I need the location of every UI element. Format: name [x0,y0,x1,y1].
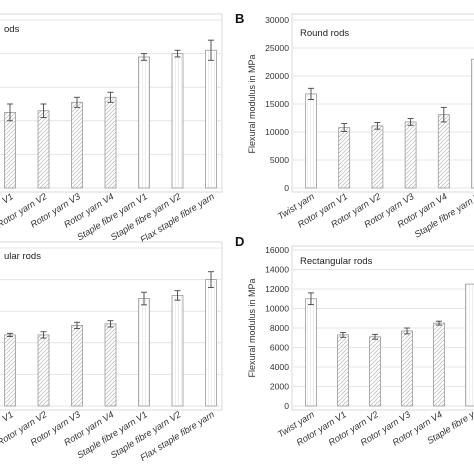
bar [369,336,381,407]
bar [404,121,417,189]
bar [4,112,16,189]
bar [37,334,50,407]
bar [305,298,317,407]
bar [371,125,384,189]
y-tick-label: 4000 [270,362,289,372]
bar [337,334,349,407]
bar [171,53,184,189]
y-tick-label: 30000 [265,15,289,25]
bar [205,279,217,407]
bar [401,330,413,407]
bar [437,114,450,189]
y-axis-label: Flexural modulus in MPa [247,278,257,377]
y-tick-label: 8000 [270,323,289,333]
x-tick-label: V1 [0,409,15,423]
y-tick-label: 6000 [270,343,289,353]
bar [433,322,445,407]
bar [305,93,317,189]
chart-title: Round rods [300,28,349,39]
y-tick-label: 12000 [265,284,289,294]
bar [104,96,117,189]
bar [138,298,150,407]
bar [4,334,16,407]
bar [71,101,83,189]
panel-letter: D [235,234,244,249]
y-tick-label: 10000 [265,127,289,137]
bar [338,127,351,189]
x-tick-label: V1 [0,191,15,205]
chart-title: ular rods [4,251,41,262]
bar [37,110,50,189]
bar [205,49,217,189]
y-tick-label: 2000 [270,382,289,392]
panel-letter: B [235,11,244,26]
y-tick-label: 25000 [265,43,289,53]
y-tick-label: 16000 [265,245,289,255]
bar [471,58,474,189]
y-tick-label: 15000 [265,99,289,109]
chart-title: Rectangular rods [300,256,373,267]
bar [465,283,474,407]
y-tick-label: 0 [284,401,289,411]
y-axis-label: Flexural modulus in MPa [247,54,257,153]
y-tick-label: 5000 [270,155,289,165]
bar [104,323,117,407]
bar [171,294,184,407]
chart-title: ods [4,24,20,35]
bar [138,56,150,189]
bar [71,325,83,407]
y-tick-label: 14000 [265,265,289,275]
y-tick-label: 20000 [265,71,289,81]
y-tick-label: 0 [284,183,289,193]
panel-d: 0 2000 4000 6000 8000 10000 12000 14000 16000 Fle… [235,234,474,448]
y-tick-label: 10000 [265,304,289,314]
panel-b: 0 5000 10000 15000 20000 25000 30000 Flexural m… [235,11,474,240]
